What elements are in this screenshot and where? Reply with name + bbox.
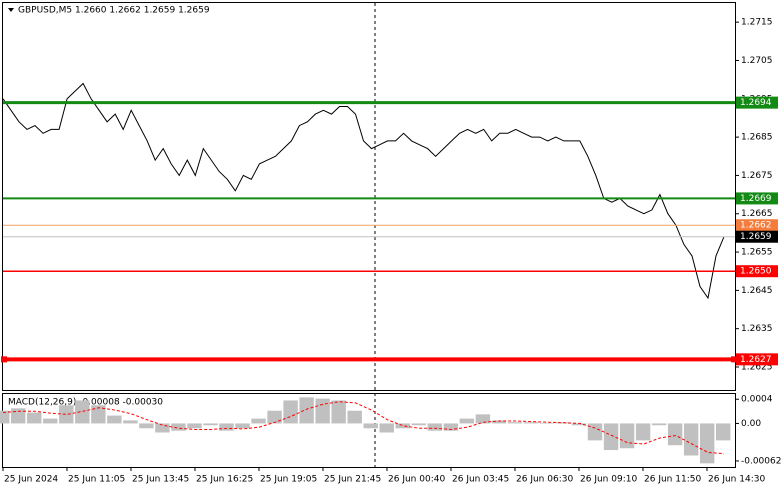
x-tick-label: 26 Jun 00:40: [388, 475, 445, 485]
macd-bar: [363, 423, 378, 429]
macd-bar: [0, 410, 10, 424]
macd-bar: [139, 423, 154, 429]
level-label-box: [736, 353, 778, 366]
y-tick-label: 1.2655: [741, 248, 773, 258]
level-label: 1.2627: [740, 355, 772, 365]
level-anchor: [731, 356, 737, 363]
macd-bar: [155, 423, 170, 433]
macd-bar: [587, 423, 603, 441]
x-tick-label: 25 Jun 16:25: [196, 475, 253, 485]
y-tick-label: 1.2625: [741, 363, 773, 373]
macd-bar: [491, 420, 507, 424]
level-anchor: [1, 356, 7, 363]
macd-panel: [2, 393, 736, 468]
macd-bar: [523, 422, 539, 424]
y-tick-label: 0.0004: [741, 395, 773, 405]
x-tick-label: 25 Jun 2024: [4, 475, 58, 485]
x-tick-label: 26 Jun 06:30: [516, 475, 573, 485]
macd-bar: [555, 422, 571, 424]
macd-bar: [123, 420, 138, 424]
y-tick-label: 1.2715: [741, 18, 773, 28]
macd-bar: [251, 418, 266, 424]
y-tick-label: 1.2665: [741, 209, 773, 219]
level-label: 1.2650: [740, 267, 772, 277]
macd-bar: [171, 423, 186, 431]
y-tick-label: 1.2705: [741, 56, 773, 66]
macd-bar: [315, 398, 330, 424]
macd-bar: [507, 422, 523, 424]
macd-bar: [699, 423, 715, 464]
macd-bar: [667, 423, 683, 446]
macd-bar: [635, 423, 651, 441]
macd-bar: [283, 400, 298, 424]
macd-bar: [75, 400, 90, 424]
y-tick-label: -0.00062: [741, 456, 781, 466]
level-label-box: [736, 96, 778, 109]
level-label-box: [736, 230, 778, 243]
y-tick-label: 0.00: [741, 419, 761, 429]
macd-bar: [267, 410, 282, 424]
macd-bar: [299, 397, 314, 424]
macd-bar: [91, 405, 106, 424]
collapse-icon: [8, 8, 14, 12]
macd-bar: [107, 415, 122, 424]
y-tick-label: 1.2645: [741, 286, 773, 296]
macd-bar: [27, 412, 42, 424]
level-label-box: [736, 265, 778, 278]
level-label-box: [736, 219, 778, 232]
macd-bar: [235, 423, 250, 429]
macd-bar: [187, 423, 202, 429]
y-tick-label: 1.2685: [741, 133, 773, 143]
level-label-box: [736, 192, 778, 205]
x-tick-label: 26 Jun 03:45: [452, 475, 509, 485]
macd-bar: [347, 410, 362, 424]
macd-bar: [459, 418, 475, 424]
signal-line: [2, 401, 725, 455]
macd-bar: [379, 423, 394, 433]
level-label: 1.2669: [740, 194, 772, 204]
macd-bar: [331, 400, 346, 424]
macd-bar: [411, 423, 426, 426]
x-tick-label: 25 Jun 11:05: [68, 475, 125, 485]
x-tick-label: 26 Jun 09:10: [580, 475, 637, 485]
macd-bar: [427, 423, 443, 431]
symbol-title: GBPUSD,M5 1.2660 1.2662 1.2659 1.2659: [18, 6, 210, 16]
level-label: 1.2659: [740, 232, 772, 242]
macd-bar: [683, 423, 699, 456]
x-tick-label: 25 Jun 19:05: [260, 475, 317, 485]
macd-bar: [651, 423, 667, 426]
macd-bar: [203, 423, 218, 426]
macd-bar: [443, 423, 459, 431]
level-label: 1.2694: [740, 98, 772, 108]
macd-bar: [571, 423, 587, 426]
level-label: 1.2662: [740, 221, 772, 231]
macd-bar: [539, 423, 555, 424]
macd-bar: [619, 423, 635, 449]
macd-bar: [59, 405, 74, 424]
macd-bar: [603, 423, 619, 451]
x-tick-label: 25 Jun 21:45: [324, 475, 381, 485]
macd-bar: [715, 423, 731, 441]
x-tick-label: 26 Jun 11:50: [644, 475, 701, 485]
y-tick-label: 1.2675: [741, 171, 773, 181]
price-panel: [2, 2, 736, 391]
x-tick-label: 25 Jun 13:45: [132, 475, 189, 485]
macd-bar: [11, 408, 26, 424]
x-tick-label: 26 Jun 14:30: [708, 475, 765, 485]
macd-bar: [219, 423, 234, 431]
macd-bar: [395, 423, 410, 429]
y-tick-label: 1.2635: [741, 324, 773, 334]
macd-bar: [475, 414, 491, 424]
macd-bar: [43, 418, 58, 424]
